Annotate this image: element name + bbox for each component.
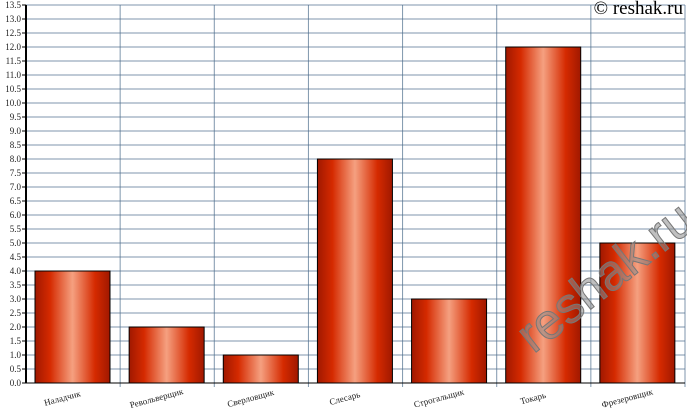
y-tick-label: 9.0 [10, 126, 22, 136]
y-tick-label: 10.5 [5, 84, 21, 94]
y-tick-label: 3.0 [10, 294, 22, 304]
x-tick-label: Сверловщик [226, 387, 275, 409]
y-tick-label: 5.5 [10, 224, 22, 234]
y-tick-label: 7.5 [10, 168, 22, 178]
y-tick-label: 6.5 [10, 196, 22, 206]
x-tick-label: Наладчик [43, 388, 82, 407]
x-tick-label: Револьверщик [129, 386, 185, 410]
y-tick-label: 9.5 [10, 112, 22, 122]
y-tick-label: 1.0 [10, 350, 22, 360]
y-tick-label: 4.5 [10, 252, 22, 262]
x-tick-label: Токарь [519, 390, 547, 406]
bar [128, 326, 205, 384]
watermark: © reshak.ru [593, 0, 683, 19]
y-tick-label: 8.5 [10, 140, 22, 150]
bar [222, 354, 299, 384]
x-tick-label: Слесарь [328, 389, 361, 407]
y-tick-label: 6.0 [10, 210, 22, 220]
bar [599, 242, 676, 384]
y-tick-label: 13.5 [5, 0, 21, 10]
bar [34, 270, 111, 384]
bar [411, 298, 488, 384]
y-tick-label: 8.0 [10, 154, 22, 164]
y-tick-label: 4.0 [10, 266, 22, 276]
x-tick-label: Фрезеровщик [600, 386, 654, 409]
y-tick-label: 1.5 [10, 336, 22, 346]
bar [505, 46, 582, 384]
y-tick-label: 13.0 [5, 14, 21, 24]
x-tick-label: Строгальщик [413, 386, 466, 409]
y-tick-label: 11.0 [6, 70, 22, 80]
y-tick-label: 2.0 [10, 322, 22, 332]
y-tick-label: 12.5 [5, 28, 21, 38]
y-tick-label: 11.5 [6, 56, 22, 66]
y-tick-label: 0.5 [10, 364, 22, 374]
y-tick-label: 10.0 [5, 98, 21, 108]
y-tick-label: 7.0 [10, 182, 22, 192]
y-tick-label: 2.5 [10, 308, 22, 318]
y-tick-label: 3.5 [10, 280, 22, 290]
y-tick-label: 5.0 [10, 238, 22, 248]
y-tick-label: 0.0 [10, 378, 22, 388]
y-tick-label: 12.0 [5, 42, 21, 52]
bar [316, 158, 393, 384]
